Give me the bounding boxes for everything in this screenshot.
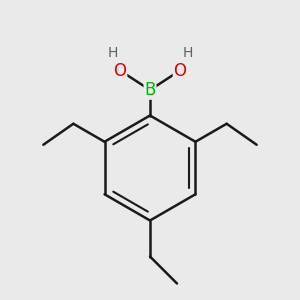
Text: B: B xyxy=(144,81,156,99)
Text: H: H xyxy=(182,46,193,60)
Text: O: O xyxy=(113,61,127,80)
Text: H: H xyxy=(107,46,118,60)
Text: O: O xyxy=(173,61,187,80)
